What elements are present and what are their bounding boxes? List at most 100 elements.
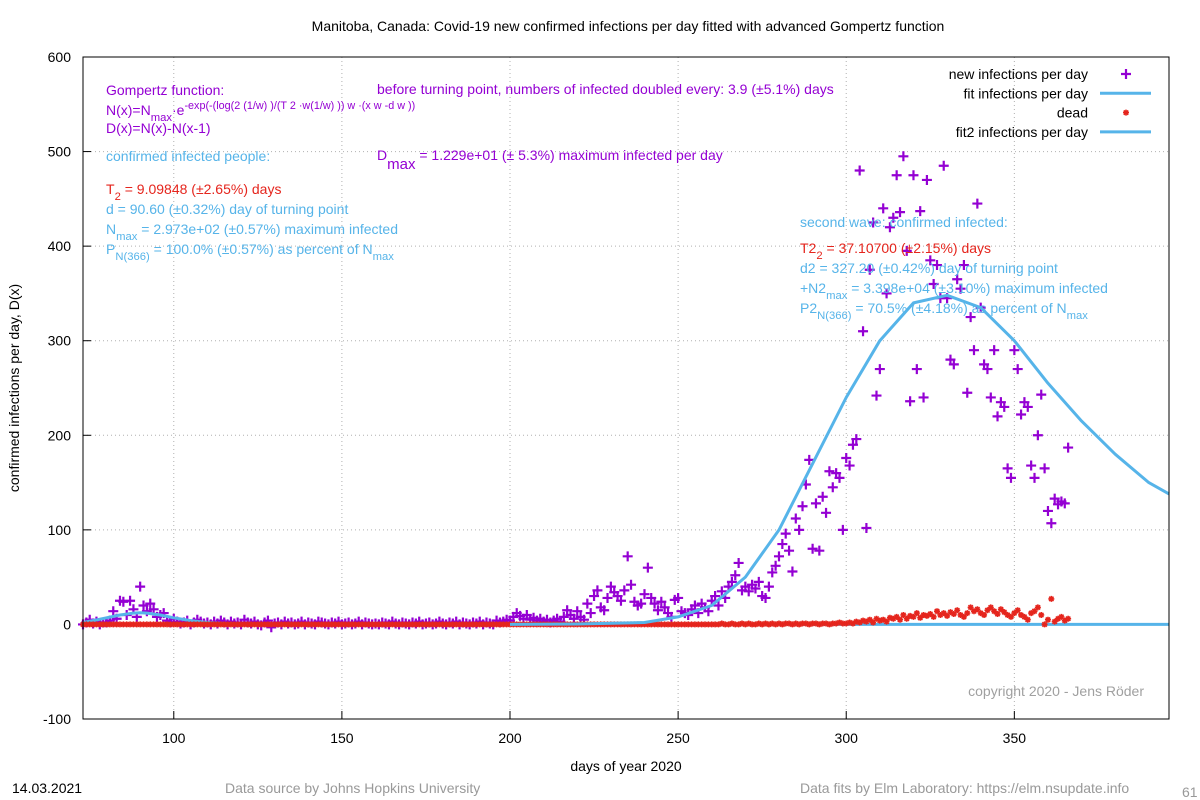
data-point xyxy=(399,621,406,628)
data-point xyxy=(419,621,426,628)
data-point xyxy=(770,560,781,571)
data-point xyxy=(135,581,146,592)
data-point xyxy=(890,615,897,622)
data-point xyxy=(204,621,211,628)
data-point xyxy=(157,621,164,628)
y-tick-label: 500 xyxy=(48,144,72,160)
data-point xyxy=(476,621,483,628)
data-point xyxy=(749,621,756,628)
data-point xyxy=(456,621,463,628)
data-point xyxy=(224,621,231,628)
data-point xyxy=(187,621,194,628)
data-point xyxy=(396,621,403,628)
data-point xyxy=(985,392,996,403)
page-number: 61 xyxy=(1182,784,1198,800)
data-point xyxy=(984,607,991,614)
data-point xyxy=(725,621,732,628)
data-point xyxy=(860,617,867,624)
data-point xyxy=(449,621,456,628)
data-point xyxy=(900,611,907,618)
data-point xyxy=(738,620,745,627)
data-point xyxy=(167,621,174,628)
data-point xyxy=(1031,608,1038,615)
data-point xyxy=(416,621,423,628)
data-point xyxy=(824,466,835,477)
data-point xyxy=(278,621,285,628)
data-point xyxy=(846,619,853,626)
data-point xyxy=(1029,472,1040,483)
annotation: second wave: confirmed infected: xyxy=(800,214,1008,230)
data-point xyxy=(652,605,663,616)
data-point xyxy=(843,620,850,627)
data-point xyxy=(100,621,107,628)
data-point xyxy=(1036,389,1047,400)
data-point xyxy=(106,621,113,628)
data-point xyxy=(880,616,887,623)
data-point xyxy=(83,621,90,628)
data-point xyxy=(291,621,298,628)
data-point xyxy=(345,621,352,628)
data-point xyxy=(802,620,809,627)
data-point xyxy=(558,611,569,622)
data-point xyxy=(369,621,376,628)
data-point xyxy=(858,326,869,337)
data-point xyxy=(1065,615,1072,622)
data-point xyxy=(231,621,238,628)
data-point xyxy=(673,592,684,603)
data-point xyxy=(705,621,712,628)
data-point xyxy=(710,591,721,602)
data-point xyxy=(379,621,386,628)
data-point xyxy=(799,620,806,627)
data-point xyxy=(809,620,816,627)
data-point xyxy=(765,621,772,628)
data-point xyxy=(1007,613,1014,620)
data-point xyxy=(268,621,275,628)
data-point xyxy=(814,545,825,556)
data-point xyxy=(760,592,771,603)
data-point xyxy=(1063,442,1074,453)
data-point xyxy=(856,619,863,626)
annotation: P2N(366) = 70.5% (±4.18%) as percent of … xyxy=(800,300,1088,322)
data-point xyxy=(659,602,670,613)
data-point xyxy=(950,611,957,618)
data-point xyxy=(439,621,446,628)
data-point xyxy=(780,528,791,539)
data-point xyxy=(602,592,613,603)
data-point xyxy=(90,621,97,628)
data-point xyxy=(948,359,959,370)
data-point xyxy=(955,283,966,294)
data-point xyxy=(362,621,369,628)
data-point xyxy=(585,608,596,619)
data-point xyxy=(180,621,187,628)
data-point xyxy=(671,621,678,628)
data-point xyxy=(348,621,355,628)
data-point xyxy=(654,621,661,628)
data-point xyxy=(1038,611,1045,618)
data-point xyxy=(382,621,389,628)
data-point xyxy=(138,600,149,611)
data-point xyxy=(211,621,218,628)
annotation-text: d2 = 327.20 (±0.42%) day of turning poin… xyxy=(800,260,1058,276)
data-point xyxy=(921,174,932,185)
x-tick-label: 100 xyxy=(162,730,186,746)
data-point xyxy=(412,621,419,628)
data-point xyxy=(130,621,137,628)
data-point xyxy=(483,621,490,628)
data-point xyxy=(866,616,873,623)
data-point xyxy=(827,482,838,493)
data-point xyxy=(288,621,295,628)
data-point xyxy=(120,621,127,628)
data-point xyxy=(311,621,318,628)
data-point xyxy=(140,621,147,628)
data-point xyxy=(1014,607,1021,614)
data-point xyxy=(426,621,433,628)
data-point xyxy=(925,255,936,266)
data-point xyxy=(392,621,399,628)
data-point xyxy=(656,596,667,607)
annotation-sub: max xyxy=(373,251,395,263)
annotation: before turning point, numbers of infecte… xyxy=(377,81,834,97)
data-point xyxy=(787,566,798,577)
data-point xyxy=(628,621,635,628)
legend-label: new infections per day xyxy=(949,66,1088,82)
data-point xyxy=(639,589,650,600)
